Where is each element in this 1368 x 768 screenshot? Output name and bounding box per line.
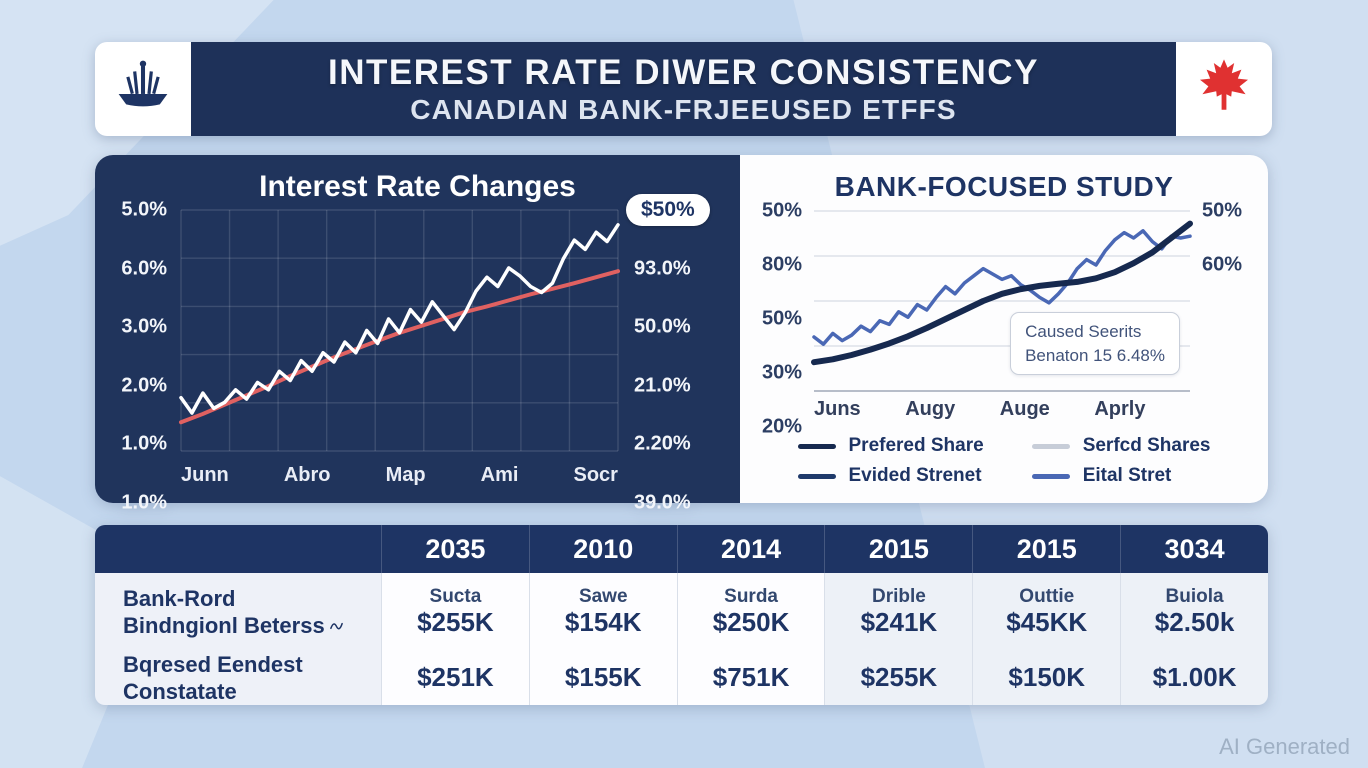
chart-legend: Prefered Share Serfcd Shares Evided Stre… (740, 435, 1268, 487)
bank-focused-plot-area: Caused Seerits Benaton 15 6.48% (814, 211, 1190, 391)
table-cell: Sawe $154K (528, 573, 677, 651)
table-row-label: Bqresed Eendest Constatate (95, 651, 381, 705)
table-cell: $255K (824, 651, 973, 705)
row-label-line: Bank-Rord (123, 585, 236, 611)
table-cell: Buiola $2.50k (1120, 573, 1268, 651)
interest-rate-chart-title: Interest Rate Changes (259, 170, 576, 203)
table-cell: Outtie $45KK (972, 573, 1121, 651)
page-subtitle: CANADIAN BANK-FRJEEUSED ETFFS (410, 94, 957, 126)
table-cell: Sucta $255K (381, 573, 529, 651)
y-tick: 1.0% (121, 491, 167, 514)
legend-item-eital-stret: Eital Stret (1031, 465, 1211, 487)
legend-item-evided-strenet: Evided Strenet (797, 465, 984, 487)
bank-focused-x-axis: Juns Augy Auge Aprly (814, 391, 1190, 427)
y-tick: 3.0% (121, 315, 167, 338)
y-tick: 30% (761, 361, 802, 384)
y-tick: 50.0% (634, 315, 691, 338)
bank-focused-y-axis-right: 50% 60% (1190, 200, 1268, 427)
y-tick: 50% (1202, 199, 1243, 222)
page-title: INTEREST RATE DIWER CONSISTENCY (328, 52, 1039, 92)
interest-rate-y-axis-right: $50% 93.0% 50.0% 21.0% 2.20% 39.0% (618, 194, 740, 514)
table-row-label: Bank-Rord Bindngionl Beterss (95, 573, 381, 651)
table-cell: $155K (528, 651, 677, 705)
interest-rate-chart-panel: Interest Rate Changes 5.0% 6.0% 3.0% 2.0… (95, 155, 740, 514)
data-table: 2035 2010 2014 2015 2015 3034 Bank-Rord … (95, 525, 1268, 705)
logo-box (95, 42, 191, 136)
legend-label: Serfcd Shares (1082, 435, 1211, 456)
table-cell: $150K (972, 651, 1121, 705)
annotation-line: Caused Seerits (1025, 321, 1142, 341)
annotation-line: Benaton 15 6.48% (1025, 345, 1165, 365)
table-header-cell: 2010 (528, 525, 677, 573)
y-tick: 2.0% (121, 374, 167, 397)
interest-rate-x-axis: Junn Abro Map Ami Socr (181, 451, 618, 493)
y-tick: 80% (761, 253, 802, 276)
legend-label: Evided Strenet (848, 465, 982, 486)
x-tick: Junn (181, 463, 229, 486)
value-badge: $50% (626, 194, 710, 226)
table-header-cell: 3034 (1120, 525, 1268, 573)
canada-maple-leaf-icon (1194, 57, 1254, 122)
table-cell: $251K (381, 651, 529, 705)
line-swatch (1031, 443, 1070, 449)
y-tick: 21.0% (634, 374, 691, 397)
x-tick: Socr (573, 463, 618, 486)
table-cell: Drible $241K (824, 573, 973, 651)
y-tick: 6.0% (121, 257, 167, 280)
flag-box (1176, 42, 1272, 136)
squiggle-icon (329, 612, 344, 640)
interest-rate-plot-area (181, 210, 618, 451)
legend-label: Eital Stret (1082, 465, 1172, 486)
chart-annotation-callout: Caused Seerits Benaton 15 6.48% (1010, 311, 1180, 376)
legend-item-serfcd-shares: Serfcd Shares (1031, 435, 1211, 457)
legend-label: Prefered Share (848, 435, 984, 456)
bank-focused-chart-panel: BANK-FOCUSED STUDY 50% 80% 50% 30% 20% C… (740, 155, 1268, 503)
row-label-line: Bindngionl Beterss (123, 613, 325, 638)
table-header-cell: 2015 (824, 525, 973, 573)
row-label-line: Constatate (123, 679, 237, 704)
y-tick: 39.0% (634, 491, 691, 514)
x-tick: Auge (999, 397, 1050, 420)
x-tick: Ami (480, 463, 519, 486)
y-tick: 1.0% (121, 432, 167, 455)
bank-focused-y-axis-left: 50% 80% 50% 30% 20% (740, 200, 814, 438)
line-swatch (1031, 473, 1070, 479)
table-header-cell: 2014 (676, 525, 825, 573)
y-tick: 60% (1202, 253, 1243, 276)
y-tick: 2.20% (634, 432, 691, 455)
y-tick: 93.0% (634, 257, 691, 280)
row-label-line: Bqresed Eendest (123, 651, 303, 677)
bank-focused-chart-title: BANK-FOCUSED STUDY (834, 171, 1174, 202)
charts-row: Interest Rate Changes 5.0% 6.0% 3.0% 2.0… (95, 155, 1268, 514)
table-header-cell: 2035 (381, 525, 529, 573)
interest-rate-chart-svg (181, 210, 618, 451)
line-swatch (797, 443, 836, 449)
ai-generated-watermark: AI Generated (1219, 734, 1350, 759)
table-header-cell: 2015 (972, 525, 1121, 573)
y-tick: 5.0% (121, 198, 167, 221)
x-tick: Juns (814, 397, 861, 420)
legend-item-prefered-share: Prefered Share (797, 435, 984, 457)
x-tick: Aprly (1094, 397, 1146, 420)
header-title-bar: INTEREST RATE DIWER CONSISTENCY CANADIAN… (191, 42, 1176, 136)
bank-emblem-icon (114, 58, 172, 121)
y-tick: 20% (761, 415, 802, 438)
x-tick: Map (385, 463, 426, 486)
table-cell: $751K (676, 651, 825, 705)
interest-rate-y-axis-left: 5.0% 6.0% 3.0% 2.0% 1.0% 1.0% (95, 199, 181, 514)
x-tick: Abro (283, 463, 331, 486)
header-banner: INTEREST RATE DIWER CONSISTENCY CANADIAN… (95, 42, 1272, 136)
bank-focused-chart-svg (814, 211, 1190, 391)
y-tick: 50% (761, 199, 802, 222)
line-swatch (797, 473, 836, 479)
y-tick: 50% (761, 307, 802, 330)
x-tick: Augy (905, 397, 956, 420)
table-header-cell (95, 525, 381, 573)
table-cell: $1.00K (1120, 651, 1268, 705)
table-cell: Surda $250K (676, 573, 825, 651)
